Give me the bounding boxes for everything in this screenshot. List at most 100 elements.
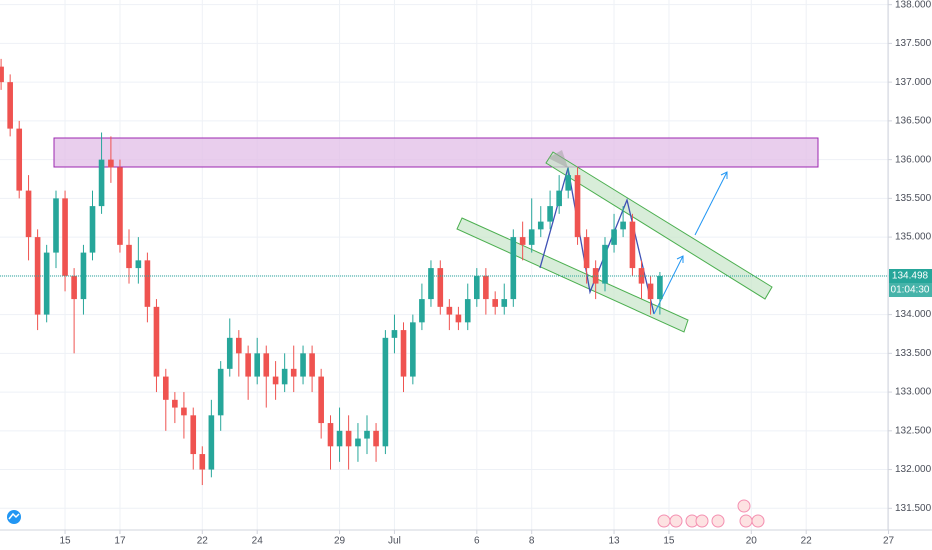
candle-body: [574, 175, 581, 238]
arrow: [694, 171, 728, 236]
resistance-zone: [53, 137, 819, 168]
y-tick-label: 133.000: [895, 387, 932, 398]
event-icon[interactable]: [739, 514, 753, 528]
candle-body: [318, 376, 324, 424]
x-tick-label: 6: [474, 536, 480, 547]
candle-body: [364, 430, 370, 439]
logo-mark: [8, 512, 20, 520]
candle-body: [583, 237, 590, 269]
candle-body: [629, 221, 636, 269]
candle-body: [464, 299, 471, 323]
candle-body: [537, 221, 544, 230]
x-tick-label: 13: [608, 536, 620, 547]
arrow-head: [720, 171, 728, 179]
candle-body: [135, 260, 142, 269]
candle-body: [528, 229, 535, 245]
x-tick-label: 29: [334, 536, 346, 547]
candle-body: [126, 244, 132, 269]
y-tick-label: 137.000: [895, 77, 932, 88]
candle-body: [144, 260, 151, 307]
candle-body: [419, 299, 425, 323]
countdown-box: [889, 283, 932, 298]
candle-body: [16, 128, 23, 191]
event-icon[interactable]: [669, 514, 683, 528]
arrow-head: [676, 255, 684, 263]
candle-body: [272, 376, 279, 385]
x-tick-label: 22: [801, 536, 813, 547]
y-tick-label: 137.500: [895, 38, 932, 49]
candle-body: [199, 454, 206, 470]
candle-body: [71, 275, 77, 300]
candle-body: [446, 306, 453, 315]
logo[interactable]: [7, 510, 21, 524]
candle-body: [455, 314, 462, 323]
x-tick-label: 22: [197, 536, 209, 547]
candle-body: [400, 330, 407, 377]
x-tick-label: 20: [746, 536, 758, 547]
y-tick-label: 138.000: [895, 0, 932, 10]
candle-body: [565, 175, 572, 191]
y-tick-label: 131.500: [895, 503, 932, 514]
x-tick-label: Jul: [388, 536, 401, 547]
candle-body: [281, 368, 288, 385]
candle-body: [556, 190, 562, 207]
candle-body: [410, 322, 416, 377]
event-icon[interactable]: [737, 499, 751, 513]
candle-body: [162, 376, 169, 400]
candle-body: [254, 353, 261, 377]
x-tick-label: 27: [883, 536, 895, 547]
logo-icon[interactable]: [7, 510, 21, 524]
candle-body: [309, 353, 315, 377]
y-tick-label: 132.500: [895, 425, 932, 436]
y-tick-label: 132.000: [895, 464, 932, 475]
event-icon[interactable]: [657, 514, 671, 528]
event-icon[interactable]: [751, 514, 765, 528]
x-tick-label: 8: [529, 536, 535, 547]
candle-body: [62, 198, 68, 276]
candle-body: [373, 430, 379, 447]
candle-body: [428, 268, 434, 300]
candle-body: [327, 423, 334, 447]
x-tick-label: 24: [252, 536, 264, 547]
arrow: [653, 255, 684, 315]
last-price-label: 134.498: [892, 271, 929, 282]
candle-body: [382, 337, 389, 447]
candle-body: [611, 229, 617, 245]
candle-body: [355, 438, 361, 447]
event-icons[interactable]: [657, 499, 765, 528]
candle-body: [181, 407, 187, 416]
event-icon[interactable]: [695, 514, 709, 528]
y-tick-label: 135.000: [895, 232, 932, 243]
candle-body: [300, 353, 306, 377]
last-price-box: [889, 269, 932, 284]
candle-body: [391, 330, 398, 338]
candle-body: [108, 159, 114, 168]
channel-upper: [545, 151, 773, 300]
candle-body: [43, 252, 50, 315]
x-tick-label: 15: [663, 536, 675, 547]
candle-body: [190, 415, 197, 455]
candle-body: [483, 275, 489, 300]
candle-body: [34, 237, 41, 315]
y-tick-label: 136.000: [895, 154, 932, 165]
candle-body: [602, 244, 608, 284]
candle-body: [501, 299, 508, 307]
candle-body: [217, 368, 224, 416]
candle-body: [208, 415, 215, 470]
candle-body: [290, 368, 297, 377]
y-tick-label: 135.500: [895, 193, 932, 204]
candle-body: [547, 206, 553, 222]
candle-body: [236, 337, 242, 354]
candle-body: [492, 299, 499, 307]
candle-body: [89, 206, 96, 253]
event-icon[interactable]: [711, 514, 725, 528]
candle-body: [620, 221, 626, 230]
candle-body: [592, 268, 599, 284]
candle-body: [226, 337, 233, 369]
candle-body: [510, 237, 517, 300]
candles: [0, 58, 663, 486]
y-tick-label: 134.000: [895, 309, 932, 320]
candle-body: [473, 275, 480, 300]
countdown: 01:04:30: [891, 285, 930, 296]
